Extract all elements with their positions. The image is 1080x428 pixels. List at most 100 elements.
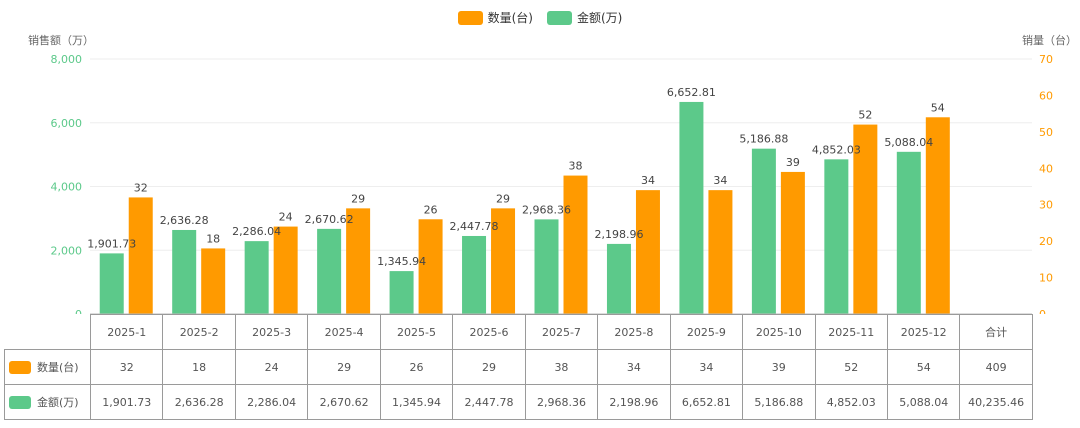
- data-label-amount: 2,968.36: [522, 203, 571, 216]
- table-cell: 34: [669, 349, 744, 385]
- legend-swatch-amount: [547, 10, 572, 25]
- data-label-qty: 52: [858, 109, 872, 122]
- legend-label-amount: 金额(万): [577, 11, 623, 25]
- table-cell: 29: [307, 349, 381, 385]
- table-header-cell: 2025-8: [597, 314, 671, 350]
- data-label-amount: 1,901.73: [87, 237, 136, 250]
- table-cell: 5,186.88: [742, 384, 816, 420]
- row-label: 数量(台): [37, 361, 79, 374]
- bar-amount: [751, 148, 776, 314]
- right-tick-label: 20: [1039, 235, 1053, 248]
- table-header-cell: 2025-5: [379, 314, 454, 350]
- table-cell: 4,852.03: [814, 384, 888, 420]
- bar-amount: [679, 101, 704, 314]
- table-header-cell: 2025-11: [814, 314, 888, 350]
- table-cell: 2,636.28: [162, 384, 236, 420]
- table-cell: 34: [597, 349, 671, 385]
- table-corner: [4, 314, 91, 350]
- data-label-amount: 4,852.03: [812, 143, 861, 156]
- table-cell: 18: [162, 349, 236, 385]
- legend-item-amount[interactable]: 金额(万): [547, 9, 622, 26]
- data-label-qty: 34: [641, 174, 655, 187]
- bar-amount: [244, 241, 269, 314]
- table-header-cell: 2025-3: [234, 314, 309, 350]
- table-header-cell: 2025-10: [742, 314, 816, 350]
- table-cell: 2,968.36: [524, 384, 599, 420]
- data-label-amount: 5,088.04: [884, 136, 933, 149]
- bar-qty: [201, 248, 226, 314]
- bar-amount: [172, 229, 197, 314]
- data-label-qty: 26: [424, 203, 438, 216]
- table-cell: 26: [379, 349, 454, 385]
- row-swatch: [9, 395, 31, 409]
- table-row-header: 数量(台): [4, 349, 91, 385]
- bar-amount: [606, 243, 631, 314]
- bar-amount: [462, 235, 487, 314]
- right-tick-label: 40: [1039, 162, 1053, 175]
- table-cell: 1,345.94: [379, 384, 454, 420]
- table-header-cell: 2025-12: [886, 314, 961, 350]
- table-row: 数量(台) 32 18 24 29 26 29 38 34 34 39 52 54 409: [4, 349, 1033, 385]
- data-label-qty: 29: [351, 192, 365, 205]
- data-label-qty: 29: [496, 192, 510, 205]
- bar-qty: [708, 190, 733, 314]
- table-cell: 32: [89, 349, 164, 385]
- table-cell: 29: [452, 349, 526, 385]
- table-cell: 2,447.78: [452, 384, 526, 420]
- table-header-cell: 2025-1: [89, 314, 164, 350]
- legend-item-qty[interactable]: 数量(台): [457, 9, 533, 26]
- table-total-cell: 40,235.46: [959, 384, 1033, 420]
- table-cell: 24: [234, 349, 309, 385]
- data-table: 2025-1 2025-2 2025-3 2025-4 2025-5 2025-6 2025…: [4, 314, 1033, 420]
- table-header-cell: 2025-4: [307, 314, 381, 350]
- bar-amount: [896, 151, 921, 314]
- bar-qty: [128, 197, 153, 314]
- bar-qty: [491, 208, 516, 314]
- left-tick-label: 6,000: [51, 117, 83, 130]
- table-cell: 1,901.73: [89, 384, 164, 420]
- table-cell: 38: [524, 349, 599, 385]
- bar-qty: [780, 171, 805, 314]
- data-label-amount: 1,345.94: [377, 255, 426, 268]
- bar-amount: [317, 228, 342, 314]
- data-label-amount: 2,670.62: [305, 213, 354, 226]
- table-header-cell: 2025-9: [669, 314, 744, 350]
- table-header-cell: 2025-7: [524, 314, 599, 350]
- table-cell: 54: [886, 349, 961, 385]
- data-label-amount: 2,636.28: [160, 214, 209, 227]
- row-swatch: [9, 360, 31, 374]
- bar-amount: [534, 219, 559, 314]
- table-cell: 2,286.04: [234, 384, 309, 420]
- data-label-qty: 54: [931, 101, 945, 114]
- legend: 数量(台) 金额(万): [0, 9, 1080, 26]
- data-label-qty: 18: [206, 232, 220, 245]
- left-tick-label: 8,000: [51, 53, 83, 66]
- left-tick-label: 4,000: [51, 181, 83, 194]
- right-tick-label: 30: [1039, 199, 1053, 212]
- chart-area: 0 2,000 4,000 6,000 8,000 0 10 20 30 40 50 60 70 销售额（…: [28, 33, 1077, 314]
- legend-swatch-qty: [457, 10, 483, 25]
- bar-qty: [563, 175, 588, 314]
- data-label-qty: 38: [569, 160, 583, 173]
- right-tick-label: 70: [1039, 53, 1053, 66]
- table-total-cell: 409: [959, 349, 1033, 385]
- bar-qty: [346, 208, 371, 314]
- bar-qty: [418, 219, 443, 314]
- data-label-amount: 5,186.88: [739, 133, 788, 146]
- right-tick-label: 60: [1039, 89, 1053, 102]
- legend-label-qty: 数量(台): [487, 11, 533, 25]
- left-tick-label: 2,000: [51, 244, 83, 257]
- table-row-header: 金额(万): [4, 384, 91, 420]
- table-cell: 2,198.96: [597, 384, 671, 420]
- bar-amount: [824, 159, 849, 314]
- left-tick-label: 0: [75, 308, 82, 314]
- row-label: 金额(万): [37, 396, 79, 409]
- left-axis-title: 销售额（万）: [28, 33, 94, 47]
- bar-amount: [99, 253, 124, 314]
- data-label-qty: 34: [713, 174, 727, 187]
- bar-amount: [389, 271, 414, 314]
- data-label-qty: 24: [279, 211, 293, 224]
- data-label-amount: 2,286.04: [232, 225, 281, 238]
- bar-qty: [853, 124, 878, 314]
- table-cell: 52: [814, 349, 888, 385]
